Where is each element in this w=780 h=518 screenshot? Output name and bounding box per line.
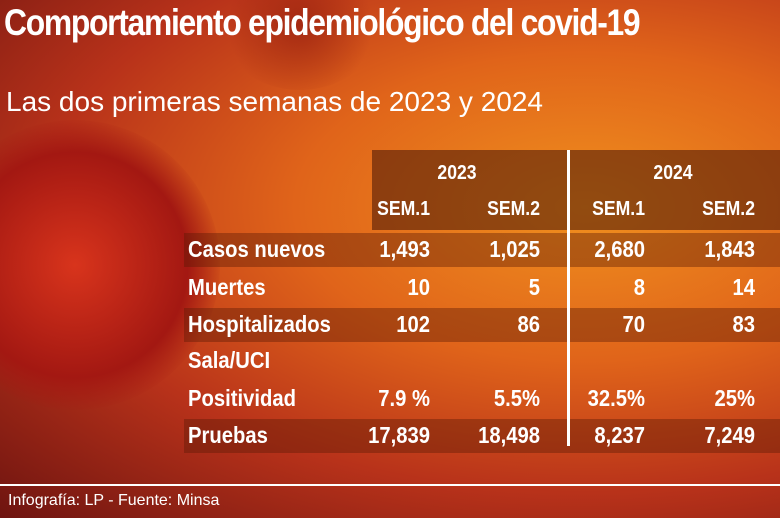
cell-value: 1,843 (704, 236, 755, 262)
cell-value: 102 (396, 311, 430, 337)
cell-value: 10 (407, 274, 430, 300)
cell-value: 32.5% (587, 385, 645, 411)
row-stripe (184, 419, 780, 453)
title: Comportamiento epidemiológico del covid-… (4, 2, 641, 43)
cell-value: 18,498 (478, 422, 540, 448)
header-band (372, 150, 780, 230)
footer: Infografía: LP - Fuente: Minsa (8, 492, 220, 509)
divider (567, 150, 570, 446)
cell-value: 5 (528, 274, 540, 300)
row-stripe (184, 308, 780, 342)
cell-value: 8,237 (594, 422, 645, 448)
column-header: SEM.1 (592, 198, 645, 220)
row-stripe (184, 233, 780, 267)
cell-value: 14 (732, 274, 755, 300)
column-header: SEM.1 (377, 198, 430, 220)
cell-value: 2,680 (594, 236, 645, 262)
year-header: 2023 (437, 162, 477, 184)
cell-value: 7,249 (704, 422, 755, 448)
row-label: Casos nuevos (188, 236, 326, 262)
cell-value: 83 (732, 311, 755, 337)
row-label: Muertes (188, 274, 266, 300)
row-label: Pruebas (188, 422, 268, 448)
subtitle: Las dos primeras semanas de 2023 y 2024 (6, 86, 543, 117)
row-label: Positividad (188, 385, 296, 411)
column-header: SEM.2 (487, 198, 540, 220)
cell-value: 1,493 (379, 236, 430, 262)
row-label: Hospitalizados Sala/UCI (188, 311, 331, 373)
cell-value: 86 (517, 311, 540, 337)
cell-value: 17,839 (368, 422, 430, 448)
column-header: SEM.2 (702, 198, 755, 220)
cell-value: 5.5% (493, 385, 540, 411)
cell-value: 7.9 % (378, 385, 430, 411)
footer-rule (0, 484, 780, 486)
year-header: 2024 (653, 162, 693, 184)
cell-value: 1,025 (489, 236, 540, 262)
cell-value: 8 (633, 274, 645, 300)
cell-value: 70 (622, 311, 645, 337)
cell-value: 25% (714, 385, 755, 411)
